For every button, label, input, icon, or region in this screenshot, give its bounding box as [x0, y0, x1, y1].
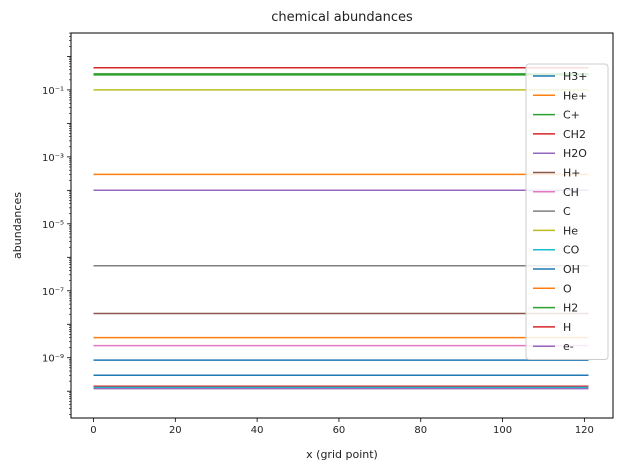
x-tick-label-3: 60 — [333, 425, 346, 436]
x-tick-label-5: 100 — [493, 425, 512, 436]
legend-label-14: e- — [563, 340, 574, 353]
legend: H3+ He+ C+ CH2 H2O H+ CH C He CO OH O H2 He- — [525, 63, 609, 360]
axes-ticks: 0 20 40 60 80 100 120 10⁻⁹ 10⁻⁷ 10⁻⁵ 10⁻³ 10⁻¹ — [42, 32, 594, 436]
plot-frame — [70, 32, 614, 419]
legend-label-12: H2 — [563, 302, 578, 315]
chart-title: chemical abundances — [271, 10, 413, 25]
x-axis-label: x (grid point) — [306, 448, 378, 461]
y-tick-label-2: 10⁻⁵ — [42, 220, 64, 231]
legend-label-1: He+ — [563, 89, 587, 102]
legend-label-11: O — [563, 282, 572, 295]
y-tick-label-3: 10⁻³ — [42, 153, 64, 164]
legend-label-13: H — [563, 321, 571, 334]
legend-box — [525, 63, 609, 360]
legend-label-9: CO — [563, 244, 580, 257]
legend-label-4: H2O — [563, 147, 587, 160]
x-tick-label-4: 80 — [414, 425, 427, 436]
legend-label-0: H3+ — [563, 70, 588, 83]
x-tick-label-0: 0 — [90, 425, 96, 436]
y-tick-label-0: 10⁻⁹ — [42, 354, 64, 365]
legend-label-7: C — [563, 205, 571, 218]
legend-label-8: He — [563, 224, 578, 237]
legend-label-5: H+ — [563, 167, 581, 180]
legend-label-3: CH2 — [563, 128, 586, 141]
legend-label-2: C+ — [563, 109, 580, 122]
legend-label-6: CH — [563, 186, 579, 199]
legend-label-10: OH — [563, 263, 580, 276]
plot-series — [93, 66, 589, 390]
x-tick-label-6: 120 — [575, 425, 594, 436]
y-tick-label-4: 10⁻¹ — [42, 86, 64, 97]
y-axis-label: abundances — [11, 192, 24, 259]
x-tick-label-1: 20 — [169, 425, 182, 436]
y-tick-label-1: 10⁻⁷ — [42, 287, 64, 298]
x-tick-label-2: 40 — [251, 425, 264, 436]
